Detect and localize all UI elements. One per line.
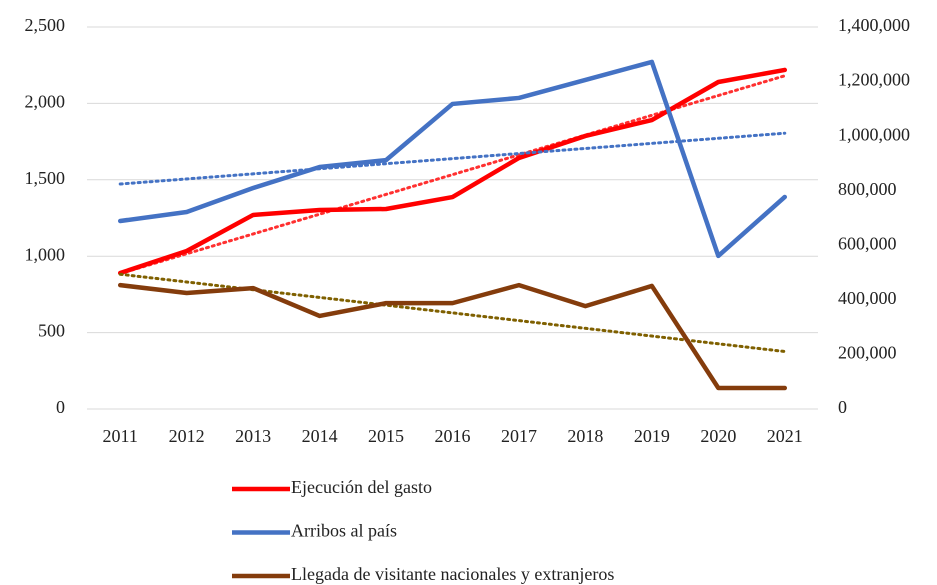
y-tick-label: 500: [38, 321, 65, 341]
y2-tick-label: 0: [838, 397, 847, 417]
x-tick-label: 2020: [700, 426, 736, 446]
y-tick-label: 0: [56, 397, 65, 417]
legend-label: Llegada de visitante nacionales y extran…: [291, 564, 614, 584]
y-tick-label: 1,000: [25, 244, 66, 264]
y-tick-label: 2,500: [25, 15, 66, 35]
y2-tick-label: 200,000: [838, 343, 897, 363]
series-line: [117, 282, 788, 391]
x-tick-label: 2011: [103, 426, 138, 446]
y2-tick-label: 400,000: [838, 288, 897, 308]
series-line: [117, 59, 788, 259]
legend-label: Arribos al país: [291, 521, 397, 541]
x-tick-label: 2012: [169, 426, 205, 446]
x-tick-label: 2014: [302, 426, 338, 446]
x-tick-label: 2013: [235, 426, 271, 446]
x-tick-label: 2015: [368, 426, 404, 446]
y2-tick-label: 1,200,000: [838, 70, 910, 90]
y2-tick-label: 600,000: [838, 233, 897, 253]
trend-line: [118, 131, 787, 186]
y2-tick-label: 800,000: [838, 179, 897, 199]
y2-tick-label: 1,000,000: [838, 124, 910, 144]
x-tick-label: 2017: [501, 426, 537, 446]
y-tick-label: 2,000: [25, 92, 66, 112]
y-tick-label: 1,500: [25, 168, 66, 188]
y2-tick-label: 1,400,000: [838, 15, 910, 35]
x-tick-label: 2016: [435, 426, 471, 446]
x-tick-label: 2021: [767, 426, 803, 446]
series-line: [117, 67, 788, 276]
x-tick-label: 2019: [634, 426, 670, 446]
x-tick-label: 2018: [567, 426, 603, 446]
legend-label: Ejecución del gasto: [291, 477, 432, 497]
trend-line: [118, 272, 787, 354]
